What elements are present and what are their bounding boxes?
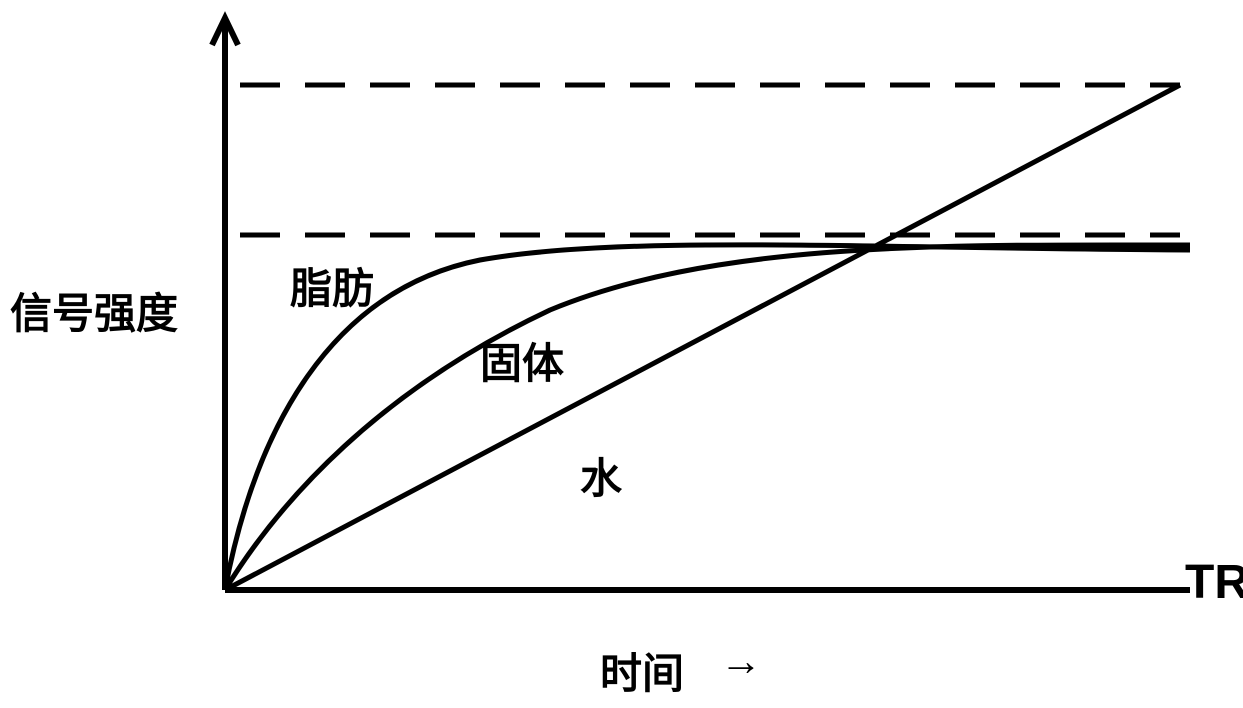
y-axis-label: 信号强度 [10,280,178,341]
x-axis-arrow-glyph: → [720,638,762,686]
curve-water [225,85,1180,590]
curve-label-solid: 固体 [480,330,564,391]
chart-container: 信号强度 时间 → TR 脂肪 固体 水 [0,0,1243,703]
x-axis-label: 时间 [600,640,684,701]
chart-svg [0,0,1243,703]
curve-label-fat: 脂肪 [290,255,374,316]
tr-label: TR [1185,555,1243,610]
curve-label-water: 水 [580,445,622,506]
